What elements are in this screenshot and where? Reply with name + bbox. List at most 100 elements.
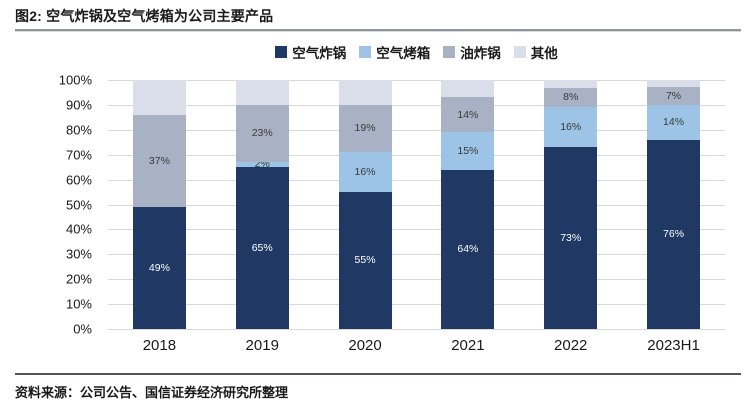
chart-legend: 空气炸锅 空气烤箱 油炸锅 其他 (108, 42, 725, 62)
stacked-bar: 64% 15% 14% (441, 80, 495, 329)
bar-segment: 8% (544, 87, 598, 108)
bar-segment: 76% (647, 139, 701, 329)
bar-segment: 7% (647, 87, 701, 105)
x-axis-label: 2021 (451, 337, 485, 354)
segment-label: 55% (354, 254, 376, 267)
x-axis-label: 2019 (245, 337, 279, 354)
y-tick-label: 20% (65, 271, 92, 287)
gridline (108, 279, 725, 281)
x-axis-label: 2022 (554, 337, 588, 354)
stacked-bar: 76% 14% 7% (647, 80, 701, 329)
segment-label: 2% (254, 158, 270, 171)
title-divider (15, 29, 741, 32)
gridline (108, 304, 725, 306)
bar-segment (544, 80, 598, 88)
bar-segment: 49% (132, 207, 186, 329)
source-note: 资料来源：公司公告、国信证券经济研究所整理 (15, 385, 289, 400)
bar-segment: 73% (544, 147, 598, 329)
segment-label: 14% (663, 116, 685, 129)
figure-title: 图2: 空气炸锅及空气烤箱为公司主要产品 (15, 8, 274, 24)
source-divider (15, 373, 741, 375)
stacked-bar: 65% 2% 23% (235, 80, 289, 329)
bar-segment: 2% (235, 158, 289, 171)
stacked-bar: 73% 16% 8% (544, 80, 598, 329)
bar-segment: 64% (441, 169, 495, 329)
bar-column-2022: 73% 16% 8% (519, 80, 622, 329)
bar-column-2021: 64% 15% 14% (416, 80, 519, 329)
y-axis: 100% 90% 80% 70% 60% 50% 40% 30% 20% 10% 0% (0, 73, 100, 337)
bar-segment (338, 80, 392, 105)
legend-item: 空气炸锅 (275, 42, 346, 62)
gridline (108, 179, 725, 181)
gridline (108, 104, 725, 106)
gridline (108, 329, 725, 330)
segment-label: 16% (560, 121, 582, 134)
y-tick-label: 90% (65, 97, 92, 113)
y-tick-label: 80% (65, 122, 92, 138)
segment-label: 8% (563, 91, 579, 104)
bar-segment: 55% (338, 192, 392, 329)
gridline (108, 229, 725, 231)
legend-item: 油炸锅 (443, 42, 501, 62)
y-tick-label: 100% (58, 72, 92, 88)
bar-segment: 14% (441, 97, 495, 133)
segment-label: 19% (354, 122, 376, 135)
bar-segment: 14% (647, 104, 701, 140)
x-axis-label: 2023H1 (647, 337, 700, 354)
y-tick-label: 30% (65, 246, 92, 262)
segment-label: 49% (148, 261, 170, 274)
bar-segment: 23% (235, 104, 289, 163)
segment-label: 64% (457, 243, 479, 256)
segment-label: 37% (148, 154, 170, 167)
bar-column-2020: 55% 16% 19% (314, 80, 417, 329)
gridline (108, 204, 725, 206)
gridline (108, 254, 725, 256)
stacked-bar: 55% 16% 19% (338, 80, 392, 329)
legend-swatch-icon (513, 46, 526, 58)
legend-swatch-icon (275, 46, 288, 58)
legend-item: 空气烤箱 (359, 42, 430, 62)
bar-segment: 65% (235, 167, 289, 329)
segment-label: 73% (560, 231, 582, 244)
x-axis-label: 2018 (142, 337, 177, 354)
segment-label: 14% (457, 108, 479, 121)
bar-segment: 19% (338, 104, 392, 153)
legend-label: 空气炸锅 (292, 46, 347, 61)
y-tick-label: 70% (65, 147, 92, 163)
segment-label: 15% (457, 144, 479, 157)
plot-area: 49% 37% 65% 2% 23% 55% 16% 19% 64% 15% 14% 73% 16% 8%… (108, 80, 725, 330)
segment-label: 23% (251, 127, 273, 140)
stacked-bar: 49% 37% (132, 80, 186, 329)
segment-label: 16% (354, 165, 376, 178)
segment-label: 65% (251, 241, 273, 254)
bar-column-2023H1: 76% 14% 7% (622, 80, 725, 329)
legend-item: 其他 (513, 42, 558, 62)
y-tick-label: 10% (65, 296, 92, 312)
y-tick-label: 40% (65, 221, 92, 237)
gridline (108, 154, 725, 156)
legend-label: 其他 (530, 46, 558, 61)
y-tick-label: 0% (73, 321, 92, 337)
legend-swatch-icon (359, 46, 372, 58)
x-axis: 2018 2019 2020 2021 2022 2023H1 (108, 337, 725, 354)
bar-segment (647, 80, 701, 88)
bar-segment (235, 80, 289, 105)
bar-segment: 15% (441, 132, 495, 170)
bar-segment: 16% (544, 107, 598, 148)
gridline (108, 129, 725, 131)
bar-column-2019: 65% 2% 23% (211, 80, 314, 329)
bar-segment: 37% (132, 114, 186, 207)
bar-segment: 16% (338, 152, 392, 193)
legend-swatch-icon (443, 46, 456, 58)
legend-label: 油炸锅 (460, 46, 501, 61)
gridline (108, 80, 725, 81)
segment-label: 76% (663, 228, 685, 241)
bar-columns: 49% 37% 65% 2% 23% 55% 16% 19% 64% 15% 14% 73% 16% 8%… (108, 80, 725, 329)
bar-segment (132, 80, 186, 115)
bar-column-2018: 49% 37% (108, 80, 211, 329)
legend-label: 空气烤箱 (376, 46, 431, 61)
bar-segment (441, 80, 495, 98)
x-axis-label: 2020 (348, 337, 382, 354)
segment-label: 7% (665, 89, 682, 102)
